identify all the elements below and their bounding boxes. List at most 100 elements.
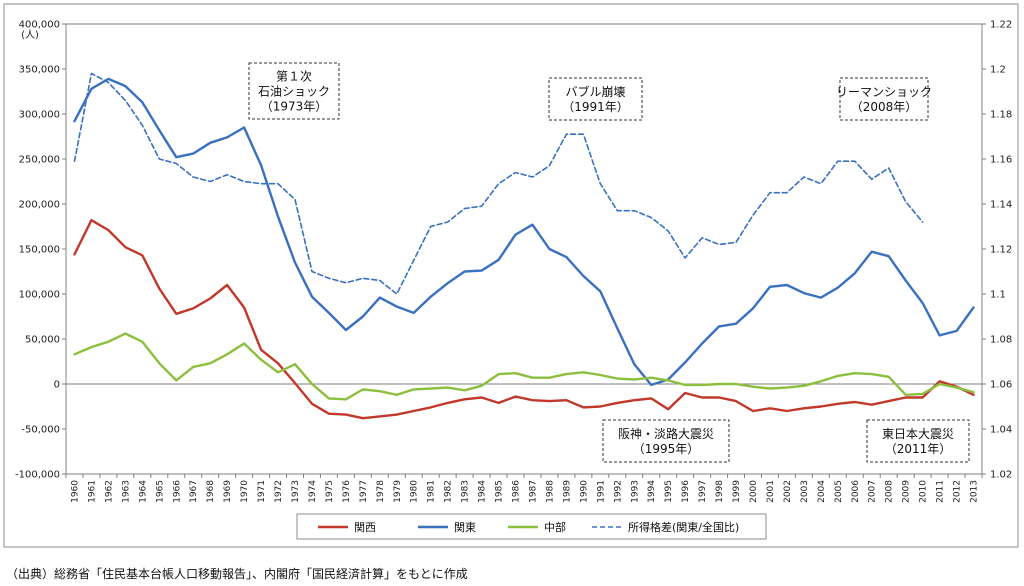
y2-tick-label: 1.14	[990, 200, 1012, 211]
x-tick-label: 2005	[834, 480, 844, 503]
annotation-text: （2008年）	[851, 100, 918, 114]
x-tick-label: 2000	[749, 480, 759, 503]
x-tick-label: 1986	[512, 480, 522, 503]
x-tick-label: 1982	[444, 480, 454, 503]
x-tick-label: 1997	[698, 480, 708, 503]
annotation-text: 石油ショック	[258, 85, 330, 99]
y2-tick-label: 1.02	[990, 470, 1012, 481]
y-tick-label: 400,000	[19, 20, 60, 31]
x-tick-label: 2012	[953, 480, 963, 503]
x-tick-label: 1974	[308, 480, 318, 503]
y2-tick-label: 1.06	[990, 380, 1012, 391]
y2-tick-label: 1.08	[990, 335, 1012, 346]
x-tick-label: 1963	[121, 480, 131, 503]
left-y-axis-ticks: -100,000 -50,000 0 50,000 100,000 150,000 200,…	[15, 20, 66, 481]
x-tick-label: 1998	[715, 480, 725, 503]
series-line-関東	[73, 77, 975, 387]
legend: 関西 関東 中部 所得格差(関東/全国比)	[296, 513, 767, 540]
x-tick-label: 1983	[461, 480, 471, 503]
x-tick-label: 1977	[359, 480, 369, 503]
x-tick-label: 1971	[257, 480, 267, 503]
x-tick-label: 2007	[868, 480, 878, 503]
y2-tick-label: 1.1	[990, 290, 1006, 301]
x-tick-label: 2002	[783, 480, 793, 503]
x-tick-label: 1999	[732, 480, 742, 503]
y-tick-label: 50,000	[25, 335, 60, 346]
legend-label: 関西	[354, 521, 376, 534]
x-tick-label: 1978	[376, 480, 386, 503]
x-tick-label: 2013	[970, 480, 980, 503]
x-tick-label: 1960	[70, 480, 80, 503]
y2-tick-label: 1.16	[990, 155, 1012, 166]
x-tick-label: 1981	[427, 480, 437, 503]
x-tick-label: 1964	[138, 480, 148, 503]
y-tick-label: 300,000	[19, 110, 60, 121]
series-line-関西	[73, 219, 975, 420]
x-tick-label: 1996	[681, 480, 691, 503]
annotation-text: 東日本大震災	[882, 427, 954, 441]
x-tick-label: 1984	[478, 480, 488, 503]
annotation-text: バブル崩壊	[565, 84, 625, 99]
annotation-box	[248, 62, 340, 120]
x-tick-label: 2010	[919, 480, 929, 503]
x-tick-label: 2004	[817, 480, 827, 503]
x-tick-label: 1985	[495, 480, 505, 503]
series-lines	[73, 72, 975, 420]
x-tick-label: 2006	[851, 480, 861, 503]
series-line-中部	[73, 332, 975, 401]
x-tick-label: 1965	[155, 480, 165, 503]
y-unit-label: (人)	[21, 29, 39, 41]
annotation-text: 阪神・淡路大震災	[618, 426, 714, 441]
annotation-box	[602, 419, 730, 463]
y-tick-label: 350,000	[19, 65, 60, 76]
x-tick-label: 1967	[189, 480, 199, 503]
x-tick-label: 1976	[342, 480, 352, 503]
x-tick-label: 1972	[274, 480, 284, 503]
x-tick-label: 1988	[545, 480, 555, 503]
x-tick-label: 2003	[800, 480, 810, 503]
annotation-text: リーマンショック	[836, 85, 932, 99]
legend-label: 関東	[454, 521, 476, 534]
x-tick-label: 2001	[766, 480, 776, 503]
x-tick-label: 1992	[613, 480, 623, 503]
x-tick-label: 1989	[562, 480, 572, 503]
x-axis-ticks: 1960 1961 1962 1963 1964 1965 1966 1967 1968 1969…	[65, 474, 983, 503]
y2-tick-label: 1.04	[990, 425, 1012, 436]
y2-tick-label: 1.2	[990, 65, 1006, 76]
y-tick-label: 150,000	[19, 245, 60, 256]
right-y-axis-ticks: 1.02 1.04 1.06 1.08 1.1 1.12 1.14 1.16 1.18 1.2 1.…	[982, 20, 1012, 481]
x-tick-label: 1993	[630, 480, 640, 503]
y2-tick-label: 1.22	[990, 20, 1012, 31]
x-tick-label: 1973	[291, 480, 301, 503]
y-tick-label: -50,000	[21, 425, 60, 436]
x-tick-label: 1970	[240, 480, 250, 503]
annotation-text: （1973年）	[261, 100, 328, 114]
x-tick-label: 1991	[596, 480, 606, 503]
annotation-text: （1995年）	[633, 442, 700, 456]
annotation-text: 第１次	[276, 70, 312, 84]
source-note: （出典）総務省「住民基本台帳人口移動報告」、内閣府「国民経済計算」をもとに作成	[6, 567, 468, 581]
y2-tick-label: 1.18	[990, 110, 1012, 121]
x-tick-label: 1995	[664, 480, 674, 503]
annotation-text: （1991年）	[562, 100, 629, 114]
x-tick-label: 1966	[172, 480, 182, 503]
annotation-box	[548, 77, 643, 121]
x-tick-label: 1975	[325, 480, 335, 503]
x-tick-label: 2009	[902, 480, 912, 503]
x-tick-label: 1980	[410, 480, 420, 503]
x-tick-label: 1968	[206, 480, 216, 503]
x-tick-label: 1994	[647, 480, 657, 503]
legend-label: 中部	[544, 520, 566, 534]
y2-tick-label: 1.12	[990, 245, 1012, 256]
y-tick-label: 250,000	[19, 155, 60, 166]
annotation-text: （2011年）	[885, 442, 952, 456]
x-tick-label: 1969	[223, 480, 233, 503]
legend-label: 所得格差(関東/全国比)	[628, 520, 739, 534]
y-tick-label: -100,000	[15, 470, 60, 481]
y-tick-label: 200,000	[19, 200, 60, 211]
x-tick-label: 1987	[528, 480, 538, 503]
x-tick-label: 1990	[579, 480, 589, 503]
x-tick-label: 2008	[885, 480, 895, 503]
